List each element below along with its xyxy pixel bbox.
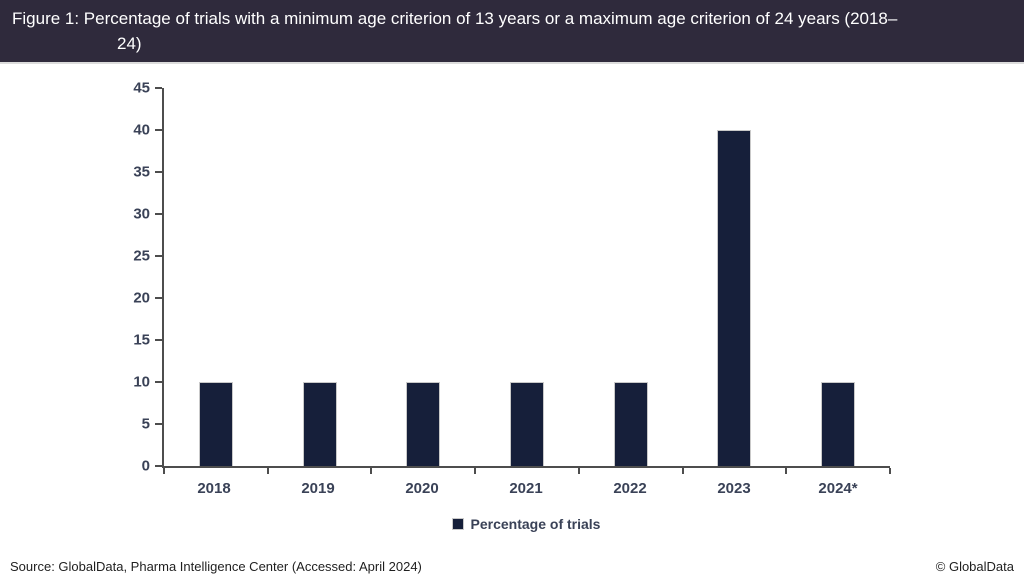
y-tick-label: 5: [141, 415, 150, 433]
bar-2023: [717, 130, 752, 466]
y-tick-label: 40: [133, 121, 150, 139]
x-tick-mark: [266, 468, 269, 474]
y-tick-mark: [155, 339, 162, 342]
copyright-note: © GlobalData: [935, 559, 1014, 574]
x-tick-mark: [785, 468, 788, 474]
x-tick-mark: [163, 468, 165, 474]
figure-title-line2: 24): [117, 34, 142, 53]
y-tick-mark: [155, 297, 162, 300]
y-tick-mark: [155, 171, 162, 173]
y-tick-mark: [155, 255, 162, 257]
x-tick-mark: [474, 468, 477, 474]
bar-2022: [613, 382, 648, 466]
bar-2020: [406, 382, 441, 466]
x-axis-label: 2020: [405, 480, 439, 497]
bars-container: [164, 88, 890, 466]
y-tick-label: 30: [133, 205, 150, 223]
y-tick-label: 35: [133, 163, 150, 181]
plot-area: 0 5 10 15 20 25 30 35 40 45: [133, 80, 891, 475]
y-tick-mark: [155, 87, 162, 89]
y-tick-mark: [155, 129, 162, 132]
x-axis-label: 2022: [613, 480, 647, 497]
chart-legend: Percentage of trials: [162, 516, 890, 532]
x-tick-mark: [370, 468, 373, 474]
legend-swatch-icon: [451, 518, 464, 530]
bar-slot: [371, 88, 475, 466]
bar-slot: [683, 88, 787, 466]
y-tick-label: 10: [133, 373, 150, 391]
x-axis-label: 2024*: [818, 480, 858, 497]
x-axis-label: 2019: [301, 480, 335, 497]
bar-slot: [786, 88, 890, 466]
bar-2018: [198, 382, 233, 466]
x-axis-label: 2018: [197, 480, 231, 497]
bar-2021: [510, 382, 545, 466]
bar-slot: [268, 88, 372, 466]
y-tick-label: 45: [133, 79, 150, 97]
bar-slot: [475, 88, 579, 466]
y-tick-mark: [155, 465, 162, 467]
x-tick-mark: [681, 468, 684, 474]
bar-slot: [164, 88, 268, 466]
x-tick-mark: [889, 468, 891, 474]
x-axis-label: 2023: [717, 480, 751, 497]
x-axis-labels: 2018 2019 2020 2021 2022 2023 2024*: [162, 480, 890, 497]
source-note: Source: GlobalData, Pharma Intelligence …: [10, 559, 422, 574]
bar-2019: [302, 382, 337, 466]
bar-slot: [579, 88, 683, 466]
x-axis-label: 2021: [509, 480, 543, 497]
legend-label: Percentage of trials: [470, 516, 601, 532]
bar-chart: 0 5 10 15 20 25 30 35 40 45 2018 2019 2020 2021 2022 2…: [0, 64, 1024, 544]
y-tick-label: 15: [133, 331, 150, 349]
bar-2024*: [821, 382, 856, 466]
y-tick-label: 25: [133, 247, 150, 265]
x-tick-mark: [577, 468, 580, 474]
y-tick-mark: [155, 213, 162, 216]
figure-title-bar: Figure 1: Percentage of trials with a mi…: [0, 0, 1024, 64]
y-tick-mark: [155, 423, 162, 426]
figure-title-line1: Figure 1: Percentage of trials with a mi…: [12, 9, 898, 28]
y-tick-mark: [155, 381, 162, 384]
y-tick-label: 0: [141, 457, 150, 475]
y-tick-label: 20: [133, 289, 150, 307]
footer: Source: GlobalData, Pharma Intelligence …: [0, 559, 1024, 574]
